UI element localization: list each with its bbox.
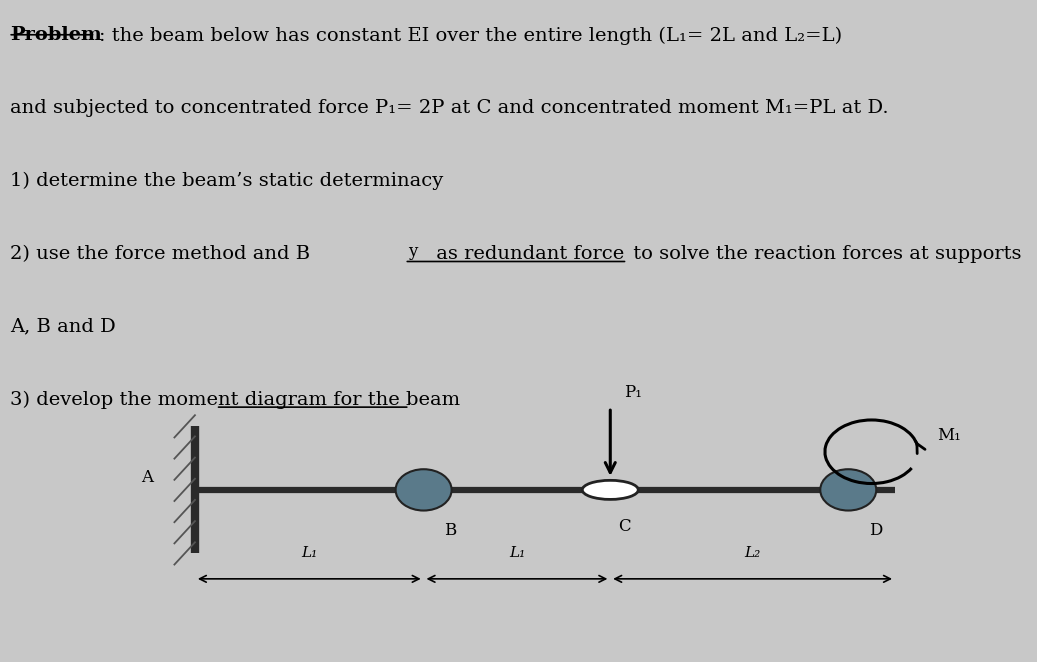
Text: 1) determine the beam’s static determinacy: 1) determine the beam’s static determina… [10,172,444,191]
Text: L₁: L₁ [301,545,317,560]
Ellipse shape [820,469,876,510]
Text: to solve the reaction forces at supports: to solve the reaction forces at supports [627,245,1021,263]
Text: L₁: L₁ [509,545,525,560]
Text: B: B [444,522,456,539]
Ellipse shape [396,469,452,510]
Text: M₁: M₁ [937,428,960,444]
Circle shape [583,481,639,499]
Text: 2) use the force method and B: 2) use the force method and B [10,245,310,263]
Text: C: C [618,518,630,536]
Text: as redundant force: as redundant force [430,245,624,263]
Text: Problem: Problem [10,26,102,44]
Text: : the beam below has constant EI over the entire length (L₁= 2L and L₂=L): : the beam below has constant EI over th… [99,26,842,45]
Text: y: y [409,243,418,260]
Text: L₂: L₂ [745,545,761,560]
Text: and subjected to concentrated force P₁= 2P at C and concentrated moment M₁=PL at: and subjected to concentrated force P₁= … [10,99,889,117]
Text: A, B and D: A, B and D [10,318,116,336]
Text: A: A [141,469,153,486]
Text: P₁: P₁ [624,384,642,401]
Text: D: D [869,522,882,539]
Text: 3) develop the moment diagram for the beam: 3) develop the moment diagram for the be… [10,391,460,409]
